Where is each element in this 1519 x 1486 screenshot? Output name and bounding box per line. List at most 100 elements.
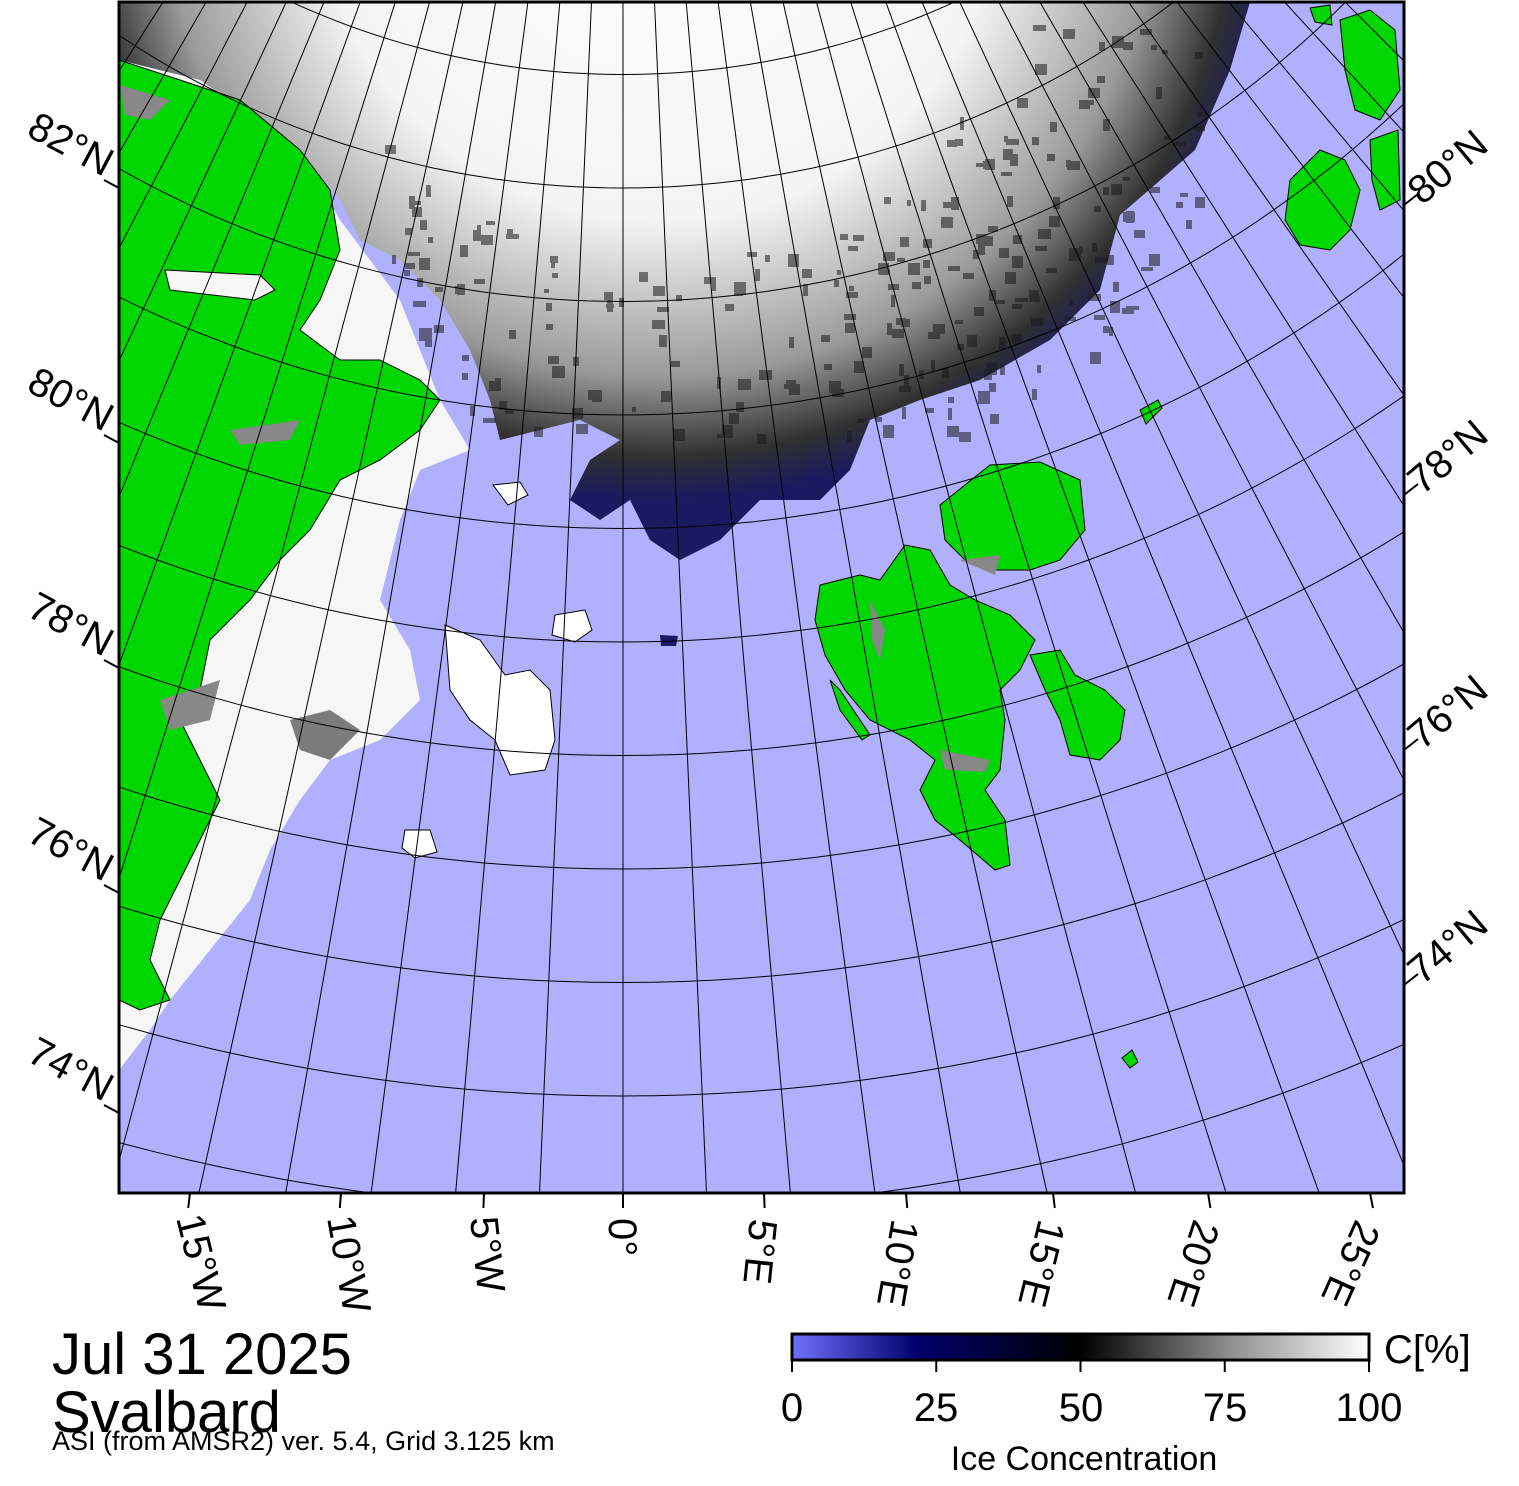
ice-speckle — [976, 234, 986, 244]
product-subtitle: ASI (from AMSR2) ver. 5.4, Grid 3.125 km — [52, 1426, 555, 1456]
ice-speckle — [546, 303, 552, 311]
ice-speckle — [552, 273, 558, 278]
ice-speckle — [1197, 112, 1207, 117]
axis-tick-label: 0° — [600, 1218, 644, 1256]
ice-speckle — [405, 228, 412, 235]
ice-speckle — [947, 426, 959, 437]
ice-speckle — [1094, 315, 1105, 320]
ice-speckle — [1110, 301, 1120, 313]
axis-tick-label: 80°N — [1400, 122, 1497, 213]
ice-speckle — [738, 379, 751, 390]
ice-speckle — [1006, 139, 1019, 145]
ice-speckle — [921, 200, 926, 211]
ice-speckle — [967, 335, 977, 347]
ice-speckle — [844, 314, 856, 320]
meridian-line — [850, 2, 1227, 1193]
ice-speckle — [1193, 126, 1205, 131]
edgeoya-land — [1029, 649, 1126, 761]
meridian-line — [717, 2, 876, 1193]
ice-speckle — [1173, 142, 1186, 146]
ice-speckle — [486, 221, 495, 225]
ice-speckle — [1049, 216, 1060, 227]
ice-speckle — [1123, 42, 1133, 50]
colorbar-tick-label: 50 — [1058, 1386, 1104, 1430]
ice-speckle — [1035, 64, 1047, 75]
tick-mark — [1369, 1192, 1374, 1209]
meridian-line — [815, 2, 1137, 1193]
ice-speckle — [1090, 352, 1101, 364]
greenland-fjord — [164, 269, 276, 301]
ice-speckle — [717, 434, 723, 438]
pack-ice-region — [119, 2, 1250, 560]
ice-speckle — [978, 391, 990, 404]
ice-speckle — [824, 364, 832, 370]
ice-speckle — [912, 282, 921, 289]
ice-speckle — [985, 159, 995, 170]
colorbar-tick-label: 100 — [1335, 1386, 1403, 1430]
ice-floe — [660, 635, 678, 646]
ice-speckle — [803, 284, 808, 296]
ice-speckle — [404, 270, 410, 276]
ice-speckle — [1151, 45, 1157, 50]
ice-speckle — [923, 239, 932, 248]
meridian-line — [921, 2, 1404, 1167]
ice-speckle — [963, 273, 974, 279]
ice-speckle — [408, 252, 420, 256]
ice-speckle — [907, 200, 911, 206]
ice-speckle — [947, 140, 957, 147]
ice-speckle — [428, 237, 433, 243]
tick-mark — [1207, 1192, 1212, 1209]
ice-speckle — [1032, 389, 1037, 400]
tick-mark — [763, 1192, 766, 1209]
axis-tick-label: 82°N — [21, 104, 121, 185]
ice-speckle — [757, 434, 766, 444]
ice-speckle — [544, 289, 549, 293]
colorbar-tick-label: 25 — [913, 1386, 959, 1430]
ice-speckle — [639, 272, 648, 282]
ice-speckle — [1012, 304, 1022, 309]
ice-speckle — [576, 424, 588, 434]
ice-speckle — [1001, 172, 1012, 176]
axis-tick-label: 10°W — [318, 1212, 378, 1317]
ice-speckle — [942, 368, 949, 378]
ice-speckle — [899, 364, 904, 376]
ice-speckle — [786, 380, 796, 386]
ice-speckle — [1106, 255, 1111, 263]
ice-speckle — [1000, 365, 1005, 375]
colorbar-tick-label: 75 — [1202, 1386, 1248, 1430]
bjornoya-island — [1121, 1049, 1139, 1069]
ice-speckle — [604, 292, 613, 300]
meridian-line — [749, 2, 961, 1193]
meridian-line — [370, 2, 529, 1193]
ice-speckle — [784, 384, 794, 389]
ice-speckle — [1092, 243, 1097, 252]
meridian-line — [998, 2, 1404, 782]
ice-speckle — [474, 279, 485, 284]
ice-speckle — [392, 255, 396, 264]
ice-speckle — [904, 375, 909, 388]
ice-speckle — [1141, 267, 1153, 271]
ice-speckle — [999, 248, 1009, 258]
meridian-line — [1082, 2, 1404, 507]
tick-mark — [103, 1104, 120, 1114]
ice-speckle — [1095, 257, 1107, 263]
ice-speckle — [957, 344, 964, 350]
ice-speckle — [473, 230, 481, 241]
tick-mark — [338, 1192, 342, 1209]
ice-speckle — [1088, 88, 1100, 98]
axis-tick-label: 76°N — [1400, 667, 1497, 758]
ice-speckle — [1186, 220, 1192, 229]
ice-floe — [401, 829, 438, 859]
ice-speckle — [425, 337, 432, 347]
ice-speckle — [1113, 282, 1119, 292]
ice-speckle — [990, 414, 999, 424]
colorbar-ticks — [791, 1360, 1370, 1372]
prins-karls-forland — [829, 679, 871, 741]
ice-speckle — [1103, 119, 1110, 131]
tick-mark — [1403, 193, 1419, 206]
ice-speckle — [840, 234, 848, 240]
ice-speckle — [495, 378, 501, 385]
ice-speckle — [1176, 202, 1183, 208]
ice-speckle — [900, 237, 909, 247]
ice-speckle — [837, 270, 841, 275]
